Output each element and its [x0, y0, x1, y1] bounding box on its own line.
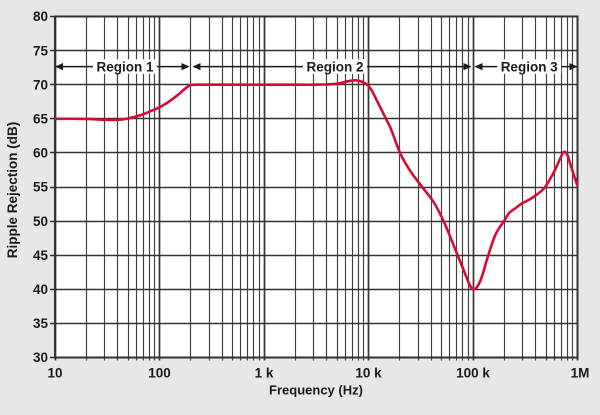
svg-text:Ripple Rejection (dB): Ripple Rejection (dB)	[5, 122, 20, 259]
svg-text:10: 10	[47, 366, 62, 381]
svg-text:75: 75	[33, 43, 49, 58]
svg-text:65: 65	[33, 112, 49, 127]
svg-text:45: 45	[33, 248, 49, 263]
svg-text:Region 2: Region 2	[306, 59, 363, 74]
svg-text:1 k: 1 k	[255, 366, 274, 381]
svg-text:40: 40	[33, 282, 48, 297]
svg-text:100: 100	[148, 366, 171, 381]
svg-text:35: 35	[33, 316, 49, 331]
svg-text:1M: 1M	[571, 366, 590, 381]
svg-text:10 k: 10 k	[355, 366, 382, 381]
svg-text:50: 50	[33, 214, 48, 229]
svg-text:70: 70	[33, 77, 48, 92]
svg-text:30: 30	[33, 350, 48, 365]
svg-text:Region 3: Region 3	[501, 59, 558, 74]
svg-text:60: 60	[33, 146, 48, 161]
svg-text:Region 1: Region 1	[96, 59, 153, 74]
svg-text:Frequency (Hz): Frequency (Hz)	[269, 383, 363, 398]
svg-text:100 k: 100 k	[456, 366, 490, 381]
svg-text:55: 55	[33, 180, 49, 195]
svg-text:80: 80	[33, 9, 48, 24]
